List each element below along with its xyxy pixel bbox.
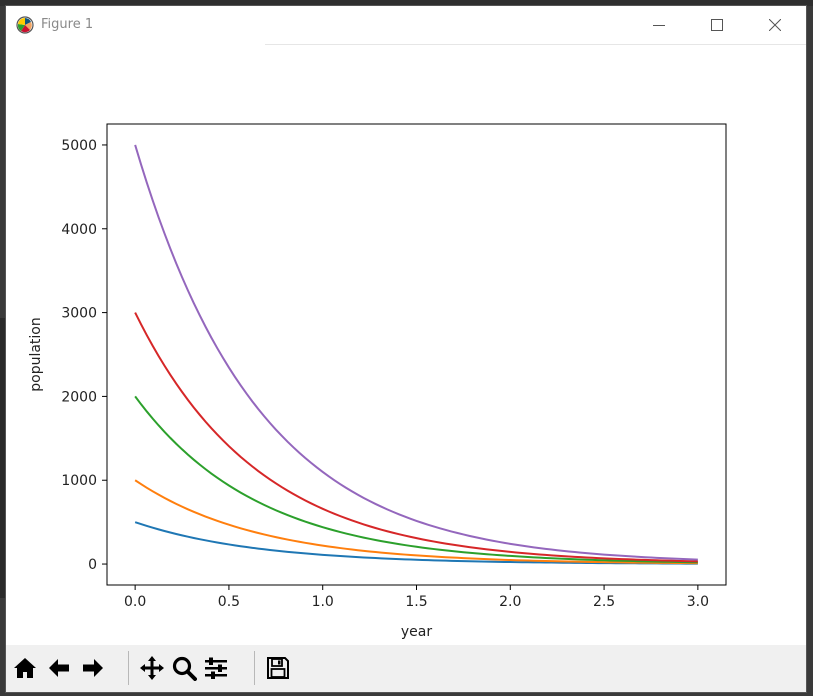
axes-frame — [106, 123, 727, 586]
toolbar-separator — [128, 651, 129, 685]
figure-window: Figure 1 0.0 0.5 1.0 1.5 2.0 2.5 3.0 0 1000 2000… — [6, 6, 806, 692]
series-line-2 — [134, 479, 698, 565]
y-tick-label: 2000 — [61, 389, 97, 405]
maximize-button[interactable] — [688, 6, 746, 44]
save-button[interactable] — [263, 651, 293, 685]
x-ticks: 0.0 0.5 1.0 1.5 2.0 2.5 3.0 — [124, 585, 709, 610]
close-button[interactable] — [746, 6, 804, 44]
y-axis-label: population — [28, 317, 44, 392]
configure-subplots-icon — [205, 657, 227, 679]
navigation-toolbar — [6, 645, 806, 692]
save-icon — [267, 657, 289, 679]
x-tick-label: 1.5 — [405, 594, 427, 610]
window-title: Figure 1 — [41, 17, 94, 32]
y-ticks: 0 1000 2000 3000 4000 5000 — [61, 138, 107, 573]
y-tick-label: 0 — [88, 557, 97, 573]
y-tick-label: 5000 — [61, 138, 97, 154]
maximize-icon — [711, 19, 723, 31]
minimize-button[interactable] — [630, 6, 688, 44]
pan-icon — [140, 656, 164, 680]
title-bar[interactable]: Figure 1 — [6, 6, 806, 44]
toolbar-separator — [254, 651, 255, 685]
x-tick-label: 0.0 — [124, 594, 146, 610]
background-desktop-strip — [0, 318, 6, 598]
forward-button[interactable] — [78, 651, 108, 685]
y-tick-label: 4000 — [61, 222, 97, 238]
configure-subplots-button[interactable] — [201, 651, 231, 685]
pan-button[interactable] — [137, 651, 167, 685]
series-line-4 — [134, 312, 698, 563]
home-icon — [14, 658, 36, 678]
back-arrow-icon — [49, 659, 69, 677]
zoom-button[interactable] — [169, 651, 199, 685]
x-tick-label: 2.5 — [593, 594, 615, 610]
x-tick-label: 3.0 — [687, 594, 709, 610]
x-tick-label: 1.0 — [312, 594, 334, 610]
series-layer — [134, 144, 698, 565]
series-line-1 — [134, 521, 698, 565]
back-button[interactable] — [44, 651, 74, 685]
forward-arrow-icon — [83, 659, 103, 677]
x-tick-label: 0.5 — [218, 594, 240, 610]
y-tick-label: 1000 — [61, 473, 97, 489]
background-desktop — [0, 0, 813, 6]
figure-canvas[interactable]: 0.0 0.5 1.0 1.5 2.0 2.5 3.0 0 1000 2000 3000 4000 5… — [6, 45, 806, 645]
x-axis-label: year — [401, 624, 432, 640]
x-tick-label: 2.0 — [499, 594, 521, 610]
minimize-icon — [653, 25, 665, 26]
line-chart: 0.0 0.5 1.0 1.5 2.0 2.5 3.0 0 1000 2000 3000 4000 5… — [28, 123, 727, 640]
home-button[interactable] — [10, 651, 40, 685]
series-line-3 — [134, 395, 698, 564]
y-tick-label: 3000 — [61, 306, 97, 322]
series-line-5 — [134, 144, 698, 561]
zoom-icon — [172, 656, 197, 681]
close-icon — [769, 19, 781, 31]
matplotlib-logo-icon — [16, 16, 34, 34]
title-divider — [265, 44, 806, 45]
